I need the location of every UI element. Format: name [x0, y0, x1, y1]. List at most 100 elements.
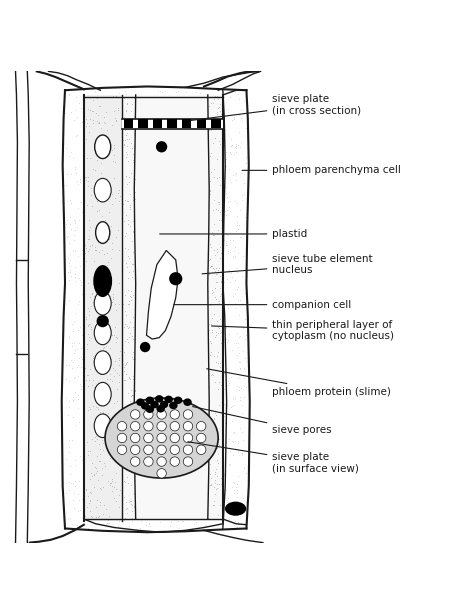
Point	[222, 437, 229, 447]
Point	[137, 263, 145, 273]
Point	[102, 279, 110, 289]
Point	[234, 373, 241, 383]
Point	[126, 406, 133, 416]
Point	[98, 435, 105, 445]
Point	[151, 343, 158, 352]
Point	[163, 394, 170, 404]
Point	[149, 486, 156, 495]
Point	[133, 273, 141, 282]
Point	[92, 468, 100, 478]
Point	[116, 485, 124, 495]
Point	[89, 331, 97, 341]
Point	[232, 176, 239, 185]
Point	[228, 273, 236, 282]
Point	[233, 284, 241, 294]
Point	[123, 503, 131, 513]
Point	[92, 462, 100, 472]
Point	[83, 418, 91, 427]
Point	[146, 363, 153, 373]
Point	[82, 507, 90, 517]
Circle shape	[183, 421, 193, 431]
Point	[138, 134, 146, 144]
Point	[208, 286, 216, 295]
Point	[71, 230, 78, 240]
Point	[194, 239, 201, 249]
Point	[164, 417, 172, 427]
Point	[138, 282, 146, 292]
Point	[217, 249, 225, 258]
Point	[104, 448, 111, 457]
Point	[211, 467, 219, 477]
Point	[145, 274, 153, 284]
Point	[133, 492, 141, 502]
Point	[214, 328, 222, 338]
Point	[209, 206, 216, 216]
Point	[121, 107, 129, 117]
Point	[109, 98, 117, 108]
Point	[97, 177, 104, 187]
Point	[104, 257, 112, 267]
Point	[216, 242, 223, 252]
Point	[161, 318, 169, 328]
Point	[93, 187, 101, 196]
Point	[126, 247, 134, 257]
Point	[220, 368, 228, 378]
Point	[233, 284, 240, 293]
Point	[209, 493, 216, 503]
Point	[65, 258, 73, 268]
Point	[124, 125, 132, 135]
Point	[111, 435, 119, 445]
Point	[76, 379, 84, 389]
Point	[156, 431, 164, 441]
Point	[101, 395, 109, 405]
Point	[85, 142, 92, 152]
Point	[155, 206, 163, 216]
Point	[111, 299, 118, 309]
Point	[112, 91, 120, 101]
Point	[155, 480, 163, 489]
Point	[128, 142, 136, 152]
Point	[94, 466, 101, 476]
Point	[232, 338, 239, 348]
Point	[107, 343, 114, 353]
Point	[212, 464, 220, 474]
Point	[224, 381, 231, 391]
Point	[201, 462, 208, 472]
Point	[109, 481, 116, 491]
Point	[103, 435, 111, 445]
Point	[122, 157, 129, 167]
Point	[129, 330, 137, 340]
Point	[140, 250, 148, 260]
Point	[154, 87, 162, 96]
Point	[72, 269, 79, 279]
Point	[216, 237, 223, 247]
Point	[236, 395, 244, 405]
Point	[97, 168, 104, 178]
Point	[117, 165, 124, 175]
Point	[104, 295, 111, 305]
Point	[85, 173, 92, 182]
Point	[209, 456, 216, 466]
Point	[191, 114, 199, 124]
Point	[186, 287, 193, 297]
Point	[227, 147, 234, 157]
Point	[78, 354, 85, 364]
Point	[82, 134, 90, 144]
Circle shape	[169, 272, 182, 286]
Point	[210, 271, 217, 281]
Point	[112, 280, 120, 290]
Point	[200, 511, 207, 521]
Point	[116, 356, 123, 365]
Point	[87, 311, 94, 321]
Point	[122, 359, 130, 368]
Point	[100, 395, 108, 405]
Point	[82, 274, 89, 284]
Point	[103, 250, 110, 260]
Point	[138, 508, 146, 518]
Point	[123, 461, 131, 471]
Point	[178, 411, 186, 421]
Point	[104, 152, 112, 162]
Point	[139, 395, 147, 405]
Point	[212, 330, 219, 340]
Point	[182, 428, 190, 438]
